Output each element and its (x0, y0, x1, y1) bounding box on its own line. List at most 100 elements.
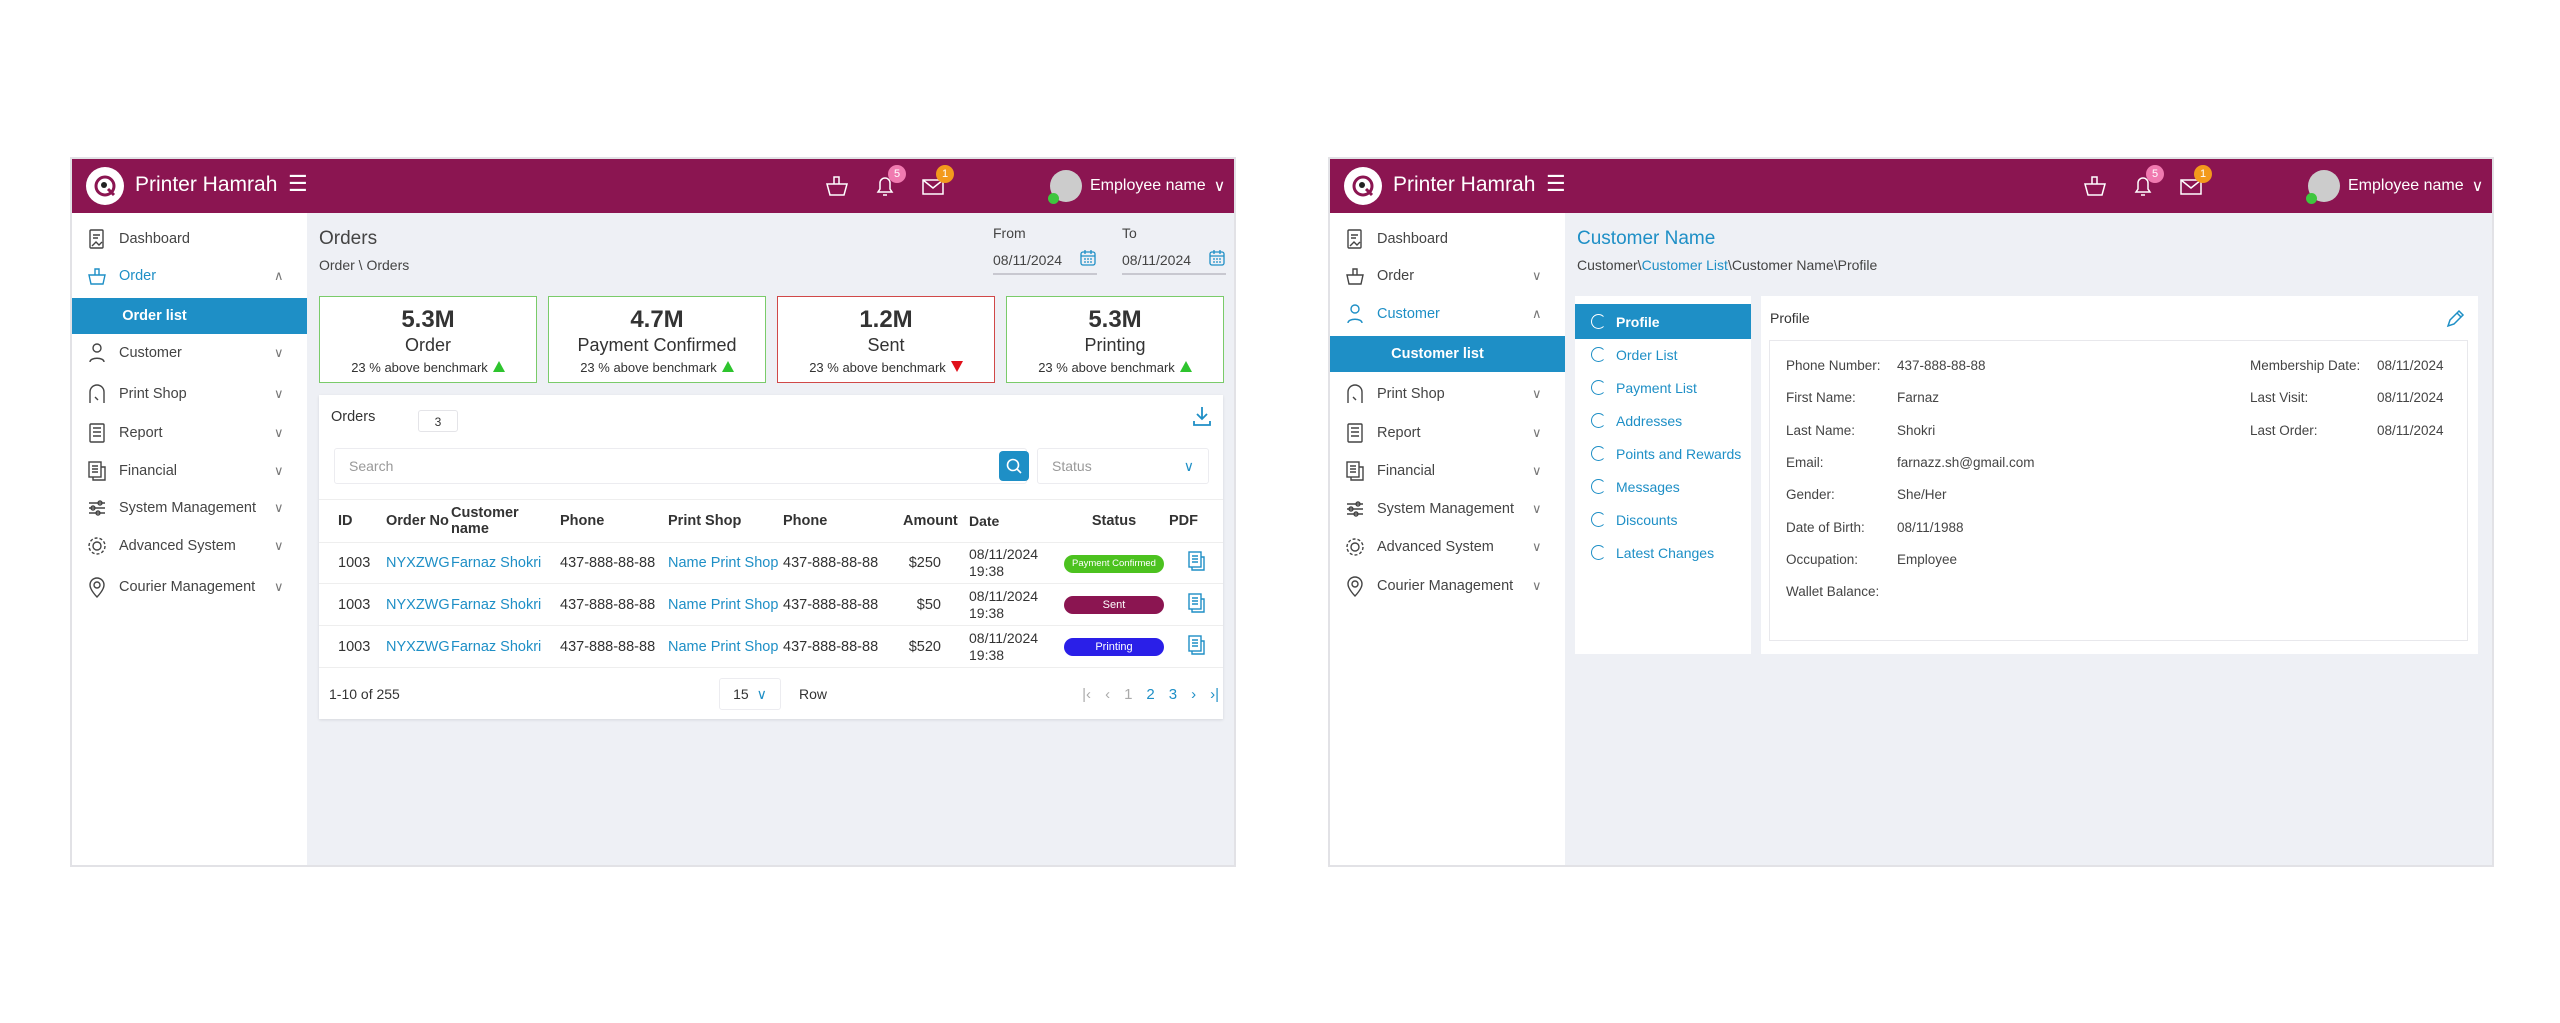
customer-name-link[interactable]: Farnaz Shokri (451, 597, 542, 613)
to-date-input[interactable]: 08/11/2024 (1122, 249, 1226, 275)
user-menu[interactable]: Employee name ∨ (1048, 167, 1225, 205)
breadcrumb-customer-list-link[interactable]: Customer List (1641, 257, 1728, 273)
column-header[interactable]: Print Shop (668, 513, 742, 529)
tab-payment-list[interactable]: Payment List (1575, 370, 1751, 405)
tab-order-list[interactable]: Order List (1575, 337, 1751, 372)
column-header[interactable]: Phone (560, 513, 605, 529)
sidebar-item-courier-management[interactable]: Courier Management ∨ (72, 570, 307, 604)
next-page-icon[interactable]: › (1191, 685, 1197, 703)
hamburger-menu-icon[interactable]: ☰ (1546, 171, 1566, 196)
app-logo[interactable] (1344, 167, 1382, 205)
benchmark-text: 23 % above benchmark (580, 360, 717, 375)
from-date-field[interactable]: From 08/11/2024 (993, 225, 1097, 275)
stat-label: Payment Confirmed (577, 335, 737, 355)
table-row[interactable]: 1003 NYXZWG Farnaz Shokri 437-888-88-88 Name… (319, 585, 1223, 626)
search-icon (1006, 458, 1022, 474)
from-date-input[interactable]: 08/11/2024 (993, 249, 1097, 275)
user-menu[interactable]: Employee name ∨ (2306, 167, 2483, 205)
order-number-link[interactable]: NYXZWG (386, 555, 450, 571)
search-button[interactable] (999, 451, 1029, 481)
sidebar-item-report[interactable]: Report ∨ (1330, 416, 1565, 450)
sidebar-item-print-shop[interactable]: Print Shop ∨ (1330, 377, 1565, 411)
column-header[interactable]: ID (338, 513, 353, 529)
sidebar-item-print-shop[interactable]: Print Shop ∨ (72, 377, 307, 411)
column-header[interactable]: Date (969, 512, 1000, 529)
financial-icon (1344, 460, 1366, 482)
sidebar-item-courier-management[interactable]: Courier Management ∨ (1330, 569, 1565, 603)
app-logo[interactable] (86, 167, 124, 205)
sidebar-item-order[interactable]: Order ∧ (72, 259, 307, 293)
print-shop-link[interactable]: Name Print Shop (668, 597, 779, 613)
previous-page-icon[interactable]: ‹ (1105, 685, 1111, 703)
print-shop-link[interactable]: Name Print Shop (668, 639, 779, 655)
sidebar-item-dashboard[interactable]: Dashboard (1330, 222, 1565, 256)
notification-bell-icon[interactable]: 5 (872, 165, 906, 199)
sidebar-item-order[interactable]: Order ∨ (1330, 259, 1565, 293)
cart-icon[interactable] (2082, 173, 2108, 199)
sidebar-item-order-list[interactable]: Order list (72, 298, 307, 334)
mail-icon[interactable]: 1 (2178, 165, 2212, 199)
pdf-icon[interactable] (1169, 550, 1223, 576)
sidebar-item-system-management[interactable]: System Management ∨ (72, 491, 307, 525)
tab-latest-changes[interactable]: Latest Changes (1575, 535, 1751, 570)
order-amount: $50 (916, 597, 941, 613)
table-row[interactable]: 1003 NYXZWG Farnaz Shokri 437-888-88-88 Name… (319, 627, 1223, 668)
hamburger-menu-icon[interactable]: ☰ (288, 171, 308, 196)
customer-name-link[interactable]: Farnaz Shokri (451, 639, 542, 655)
download-icon[interactable] (1191, 405, 1213, 427)
search-input[interactable]: Search (334, 448, 1027, 484)
sidebar-item-customer-list[interactable]: Customer list (1330, 336, 1565, 372)
table-row[interactable]: 1003 NYXZWG Farnaz Shokri 437-888-88-88 Name… (319, 543, 1223, 584)
stat-card-payment-confirmed: 4.7M Payment Confirmed 23 % above benchmar… (548, 296, 766, 383)
chevron-down-icon: ∨ (756, 685, 767, 702)
tab-points-and-rewards[interactable]: Points and Rewards (1575, 436, 1751, 471)
sliders-icon (1344, 498, 1366, 520)
profile-tabs: Profile Order List Payment List Addresses Po… (1575, 296, 1751, 654)
last-page-icon[interactable]: ›| (1210, 685, 1219, 703)
order-number-link[interactable]: NYXZWG (386, 597, 450, 613)
tab-addresses[interactable]: Addresses (1575, 403, 1751, 438)
page-3-button[interactable]: 3 (1168, 685, 1178, 703)
column-header[interactable]: Order No (386, 513, 449, 529)
mail-icon[interactable]: 1 (920, 165, 954, 199)
sidebar: Dashboard Order ∨ Customer ∧ Customer list Pri… (1330, 213, 1565, 865)
order-number-link[interactable]: NYXZWG (386, 639, 450, 655)
tab-messages[interactable]: Messages (1575, 469, 1751, 504)
tab-profile[interactable]: Profile (1575, 304, 1751, 339)
first-page-icon[interactable]: |‹ (1082, 685, 1092, 703)
sidebar-item-dashboard[interactable]: Dashboard (72, 222, 307, 256)
sidebar-item-system-management[interactable]: System Management ∨ (1330, 492, 1565, 526)
cart-icon[interactable] (824, 173, 850, 199)
column-header[interactable]: Status (1091, 513, 1137, 529)
pdf-icon[interactable] (1169, 634, 1223, 660)
sidebar-item-report[interactable]: Report ∨ (72, 416, 307, 450)
customer-phone: 437-888-88-88 (560, 555, 656, 571)
circle-icon (1591, 446, 1606, 461)
sidebar-item-advanced-system[interactable]: Advanced System ∨ (72, 529, 307, 563)
pdf-icon[interactable] (1169, 592, 1223, 618)
notification-bell-icon[interactable]: 5 (2130, 165, 2164, 199)
status-filter-dropdown[interactable]: Status ∨ (1037, 448, 1209, 484)
column-header[interactable]: Customer name (451, 505, 519, 537)
sidebar-item-label: Customer (1377, 306, 1440, 322)
column-header[interactable]: Phone (783, 513, 828, 529)
column-header[interactable]: Amount (903, 513, 958, 529)
calendar-icon[interactable] (1208, 249, 1226, 270)
page-2-button[interactable]: 2 (1146, 685, 1155, 703)
print-shop-link[interactable]: Name Print Shop (668, 555, 779, 571)
sidebar-item-customer[interactable]: Customer ∨ (72, 336, 307, 370)
breadcrumb-customer[interactable]: Customer\ (1577, 257, 1642, 273)
to-date-field[interactable]: To 08/11/2024 (1122, 225, 1226, 275)
page-1-button[interactable]: 1 (1124, 685, 1133, 703)
tab-discounts[interactable]: Discounts (1575, 502, 1751, 537)
edit-icon[interactable] (2444, 308, 2466, 330)
sidebar-item-customer[interactable]: Customer ∧ (1330, 297, 1565, 331)
sidebar-item-advanced-system[interactable]: Advanced System ∨ (1330, 530, 1565, 564)
sidebar-item-financial[interactable]: Financial ∨ (1330, 454, 1565, 488)
customer-name-link[interactable]: Farnaz Shokri (451, 555, 542, 571)
shop-icon (86, 383, 108, 405)
sidebar-item-financial[interactable]: Financial ∨ (72, 454, 307, 488)
column-header[interactable]: PDF (1169, 513, 1198, 529)
rows-per-page-select[interactable]: 15 ∨ (719, 678, 781, 710)
calendar-icon[interactable] (1079, 249, 1097, 270)
